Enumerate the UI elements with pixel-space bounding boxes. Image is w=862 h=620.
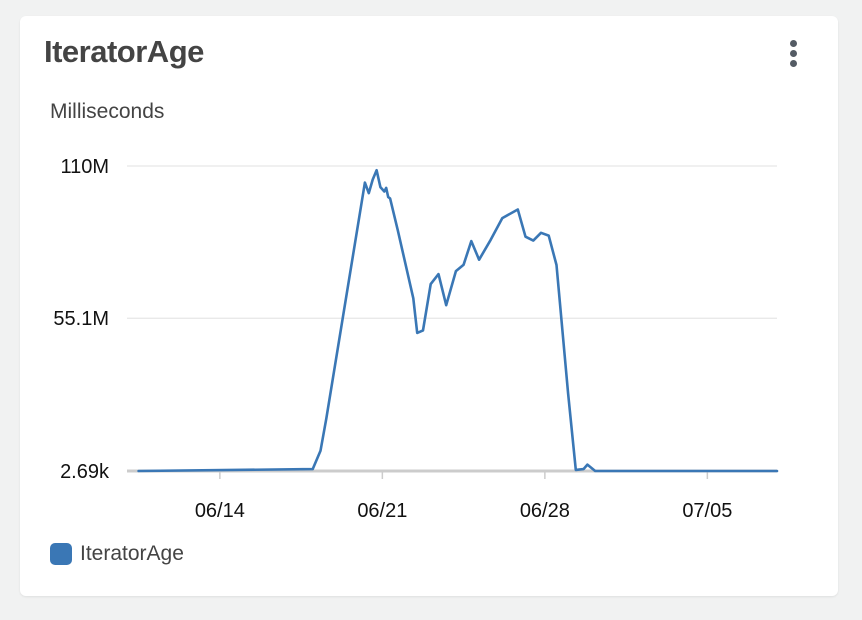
legend-label-iteratorage: IteratorAge: [80, 542, 184, 565]
x-tick-label: 06/14: [195, 500, 245, 522]
legend-swatch-iteratorage: [50, 543, 72, 565]
y-tick-label: 110M: [60, 156, 109, 178]
line-chart: 110M 55.1M 2.69k 06/14 06/21 06/28 07/05: [53, 156, 779, 522]
y-axis-unit-label: Milliseconds: [50, 100, 165, 123]
widget-title: IteratorAge: [44, 34, 204, 69]
x-tick-label: 06/28: [520, 500, 570, 522]
x-tick-label: 07/05: [682, 500, 732, 522]
y-tick-label: 2.69k: [60, 461, 110, 483]
more-vertical-icon[interactable]: [782, 38, 806, 70]
x-tick-label: 06/21: [357, 500, 407, 522]
chart-legend[interactable]: IteratorAge: [50, 542, 184, 566]
metric-widget: IteratorAge Milliseconds 110M 55.1M 2.69k 0…: [20, 16, 838, 596]
series-line-iteratorage[interactable]: [137, 168, 779, 473]
y-tick-label: 55.1M: [53, 308, 109, 330]
